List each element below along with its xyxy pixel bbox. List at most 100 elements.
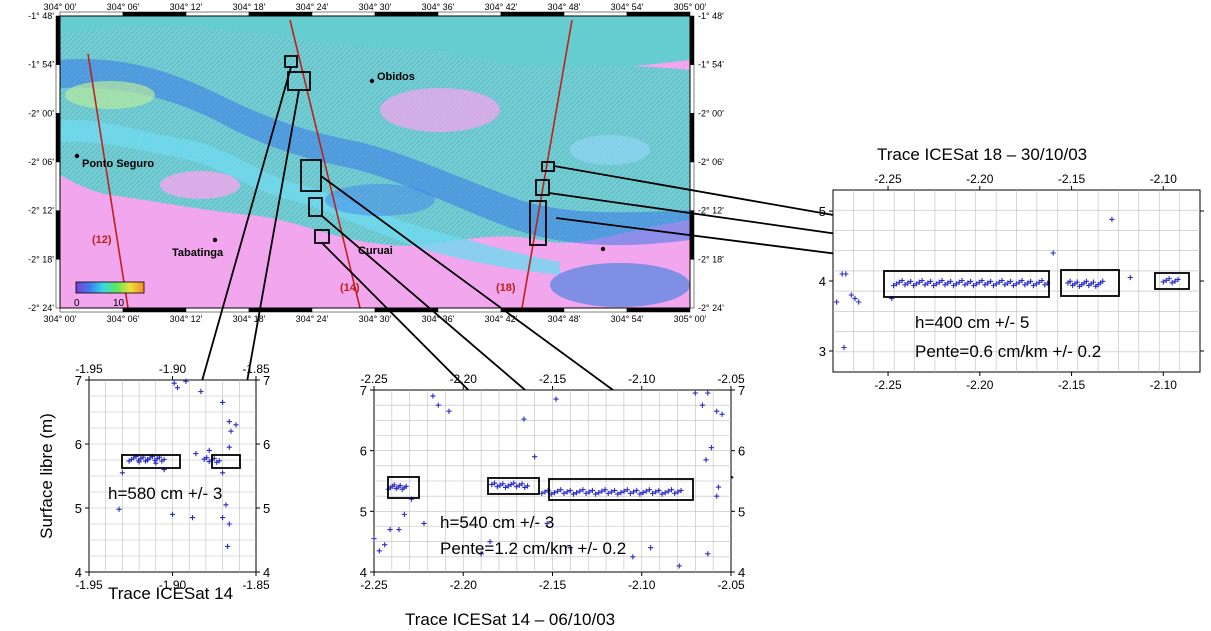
data-point (922, 282, 928, 288)
y-tick-label-left: 3 (819, 344, 826, 359)
data-point (646, 487, 652, 493)
map-top-tick-label: 304° 06' (107, 2, 140, 12)
panel-r-annotation-height: h=400 cm +/- 5 (915, 313, 1029, 332)
data-point (953, 281, 959, 287)
track-18-line (521, 19, 573, 309)
panel-r-points (834, 216, 1181, 351)
y-tick-label-left: 5 (75, 501, 82, 516)
map-frame-segment (500, 11, 565, 17)
data-point (637, 491, 643, 497)
data-point (561, 490, 567, 496)
y-tick-label-left: 7 (75, 373, 82, 388)
panel-track14-left: -1.95-1.95-1.90-1.90-1.85-1.857 76 65 54 4 h… (37, 362, 270, 603)
panel-r-title: Trace ICESat 18 – 30/10/03 (877, 145, 1087, 164)
data-point (1042, 282, 1048, 288)
data-point (226, 521, 232, 527)
map-right-tick-label: -1° 48' (698, 11, 724, 21)
data-point (608, 489, 615, 495)
y-tick-label-right: 7 (738, 383, 745, 398)
map-frame-segment (374, 11, 439, 17)
data-point (1033, 281, 1039, 287)
data-point (913, 281, 919, 287)
map-frame-segment (311, 11, 376, 17)
data-point (1166, 276, 1172, 282)
data-point (976, 279, 982, 285)
map-frame-segment (185, 11, 250, 17)
map-frame (55, 11, 695, 313)
map-top-tick-label: 304° 12' (170, 2, 203, 12)
data-point (893, 281, 900, 287)
data-point (968, 278, 974, 285)
data-point (1100, 278, 1106, 284)
data-point (589, 487, 596, 494)
data-point (979, 277, 985, 284)
data-point (599, 488, 605, 494)
map-frame-segment (55, 113, 61, 163)
data-point (948, 278, 954, 285)
data-point (516, 482, 522, 488)
x-tick-label-top: -2.10 (1150, 172, 1178, 186)
data-point (586, 489, 592, 495)
map-left-tick-label: -2° 00' (28, 108, 54, 118)
data-point (719, 411, 725, 417)
x-tick-label-bottom: -2.10 (628, 578, 656, 592)
x-tick-label-bottom: -2.20 (966, 378, 994, 392)
map-frame-segment (55, 15, 61, 65)
place-dot-ponto-seguro (74, 153, 80, 159)
x-tick-label-top: -2.20 (966, 172, 994, 186)
y-tick-label-right: 6 (263, 437, 270, 452)
data-point (714, 493, 720, 499)
data-point (852, 295, 858, 302)
data-point (397, 483, 403, 489)
data-point (959, 277, 965, 284)
data-point (990, 283, 997, 289)
data-point (573, 490, 580, 496)
map-bottom-tick-label: 304° 54' (611, 314, 644, 324)
x-tick-label-bottom: -1.95 (75, 578, 103, 592)
data-point (672, 490, 678, 496)
data-point (1016, 279, 1022, 285)
data-point (1027, 278, 1034, 285)
data-point (890, 283, 897, 289)
data-point (521, 416, 527, 422)
panel-track18-right: -2.25 -2.25 -2.20 -2.20 -2.15 -2.15 -2.10 -2.10… (819, 145, 1204, 392)
data-point (435, 402, 441, 408)
panel-bl-points (116, 378, 239, 549)
map-frame-segment (311, 307, 376, 313)
map-right-tick-label: -1° 54' (698, 60, 724, 70)
data-point (1002, 282, 1008, 288)
x-tick-label-bottom: -1.90 (159, 578, 187, 592)
data-point (630, 554, 636, 560)
data-point (928, 278, 934, 285)
data-point (615, 491, 621, 497)
map-right-tick-label: -2° 00' (698, 108, 724, 118)
map-frame-segment (437, 307, 502, 313)
map-top-tick-label: 304° 24' (296, 2, 329, 12)
data-point (204, 455, 210, 461)
data-point (678, 487, 684, 494)
data-point (624, 487, 630, 493)
y-tick-label-right: 7 (263, 373, 270, 388)
y-tick-label-left: 4 (360, 565, 367, 580)
track-14-line (289, 19, 361, 309)
colorbar-max: 10 (113, 298, 125, 309)
data-point (401, 511, 407, 517)
data-point (233, 422, 239, 428)
data-point (656, 487, 662, 494)
y-tick-label-left: 6 (75, 437, 82, 452)
data-point (1163, 277, 1169, 283)
data-point (511, 480, 517, 486)
x-tick-label-bottom: -1.85 (242, 578, 270, 592)
panel-bl-caption: Trace ICESat 14 (108, 584, 233, 603)
x-tick-label-top: -2.25 (874, 172, 902, 186)
data-point (933, 281, 939, 287)
data-point (692, 390, 698, 396)
data-point (908, 278, 914, 285)
map-frame-segment (626, 11, 691, 17)
y-tick-label-right: 5 (738, 504, 745, 519)
data-point (421, 520, 427, 527)
map-top-tick-label: 304° 00' (44, 2, 77, 12)
data-point (1160, 279, 1166, 285)
data-point (551, 490, 558, 496)
map-box-18-b (535, 179, 550, 196)
